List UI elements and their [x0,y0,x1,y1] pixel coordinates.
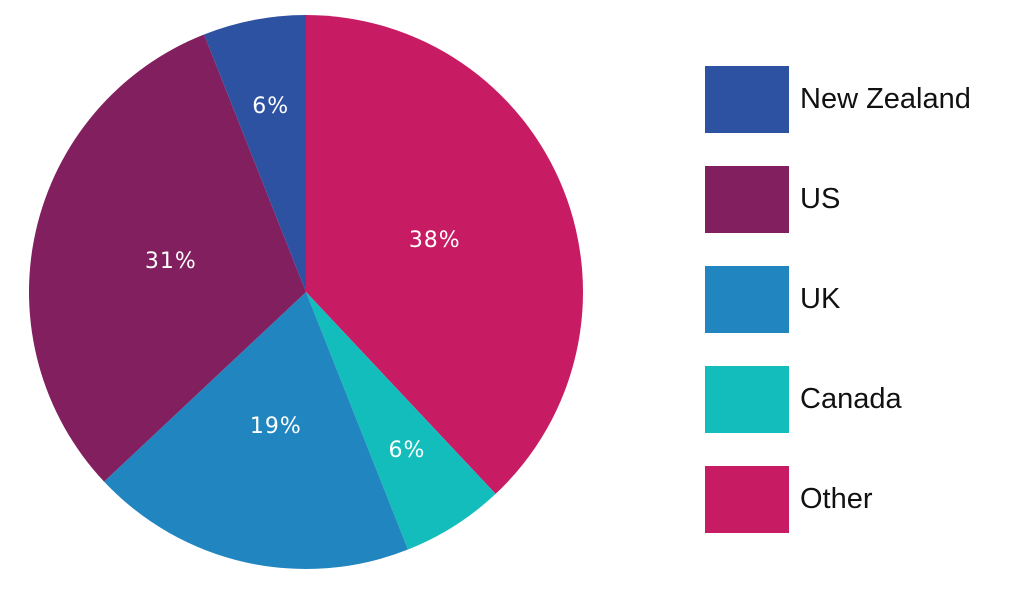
legend-swatch [705,165,789,233]
pie-slice-other [306,15,583,494]
legend-item: UK [705,265,840,333]
legend-swatch [705,65,789,133]
slice-value-label: 6% [388,438,425,463]
legend-swatch [705,465,789,533]
legend-label: New Zealand [800,82,971,115]
slice-value-label: 38% [409,228,461,253]
legend-label: Canada [800,382,902,415]
legend-swatch [705,365,789,433]
pie-slice-uk [104,292,408,569]
legend-item: Canada [705,365,902,433]
pie-slice-canada [306,292,496,550]
legend-label: UK [800,282,841,315]
pie-slice-us [28,34,306,482]
slice-value-label: 6% [252,94,289,119]
legend-item: US [705,165,840,233]
legend-item: New Zealand [705,65,971,133]
legend-swatch [705,265,789,333]
slice-value-label: 31% [145,249,197,274]
pie-slice-new-zealand [204,14,306,292]
legend-item: Other [705,465,873,533]
pie-slices [28,14,583,569]
legend-label: Other [800,482,873,515]
slice-value-label: 19% [250,414,302,439]
pie-slice-labels: 38% 6% 19% 31% 6% [145,94,461,463]
legend-label: US [800,182,841,215]
